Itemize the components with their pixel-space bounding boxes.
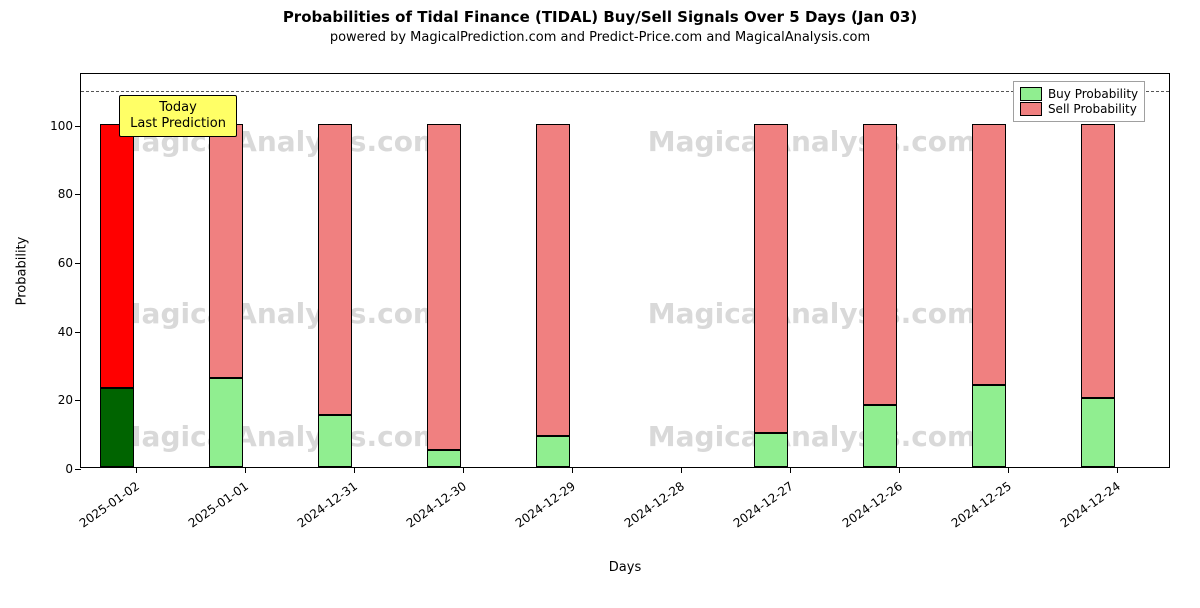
sell-bar [972, 124, 1007, 385]
x-tick-mark [681, 467, 682, 473]
x-tick-label: 2024-12-24 [1057, 479, 1122, 530]
sell-bar [536, 124, 571, 437]
legend-label-sell: Sell Probability [1048, 102, 1137, 116]
y-axis-label: Probability [15, 236, 30, 305]
x-tick-label: 2024-12-28 [621, 479, 686, 530]
bar-group [754, 72, 826, 467]
y-tick-mark [75, 126, 81, 127]
bar-group [972, 72, 1044, 467]
x-axis-label: Days [609, 560, 641, 575]
y-tick-mark [75, 400, 81, 401]
y-tick-mark [75, 469, 81, 470]
x-tick-label: 2024-12-30 [403, 479, 468, 530]
x-tick-label: 2025-01-01 [185, 479, 250, 530]
x-tick-mark [790, 467, 791, 473]
sell-bar [427, 124, 462, 450]
x-tick-mark [245, 467, 246, 473]
sell-bar [863, 124, 898, 406]
buy-bar [536, 436, 571, 467]
x-tick-mark [899, 467, 900, 473]
x-tick-label: 2024-12-31 [294, 479, 359, 530]
bar-group [318, 72, 390, 467]
x-tick-mark [1008, 467, 1009, 473]
y-tick-mark [75, 332, 81, 333]
y-tick-mark [75, 194, 81, 195]
legend: Buy Probability Sell Probability [1013, 81, 1145, 122]
today-callout: Today Last Prediction [119, 95, 237, 138]
sell-bar [100, 124, 135, 388]
x-tick-mark [136, 467, 137, 473]
buy-bar [100, 388, 135, 467]
buy-bar [427, 450, 462, 467]
legend-swatch-sell [1020, 102, 1042, 116]
x-tick-label: 2024-12-26 [839, 479, 904, 530]
buy-bar [972, 385, 1007, 467]
sell-bar [754, 124, 789, 433]
sell-bar [318, 124, 353, 416]
bar-group [536, 72, 608, 467]
buy-bar [863, 405, 898, 467]
y-tick-mark [75, 263, 81, 264]
callout-line-2: Last Prediction [130, 116, 226, 132]
x-tick-label: 2024-12-27 [730, 479, 795, 530]
plot-area: MagicalAnalysis.comMagicalAnalysis.comMa… [80, 73, 1170, 468]
sell-bar [1081, 124, 1116, 399]
legend-label-buy: Buy Probability [1048, 87, 1138, 101]
bar-group [863, 72, 935, 467]
chart-title: Probabilities of Tidal Finance (TIDAL) B… [0, 8, 1200, 26]
buy-bar [1081, 398, 1116, 467]
x-tick-label: 2025-01-02 [76, 479, 141, 530]
x-tick-label: 2024-12-29 [512, 479, 577, 530]
callout-line-1: Today [130, 100, 226, 116]
chart-subtitle: powered by MagicalPrediction.com and Pre… [0, 30, 1200, 45]
buy-bar [318, 415, 353, 467]
bar-group [1081, 72, 1153, 467]
legend-swatch-buy [1020, 87, 1042, 101]
buy-bar [209, 378, 244, 467]
x-tick-mark [463, 467, 464, 473]
x-tick-label: 2024-12-25 [948, 479, 1013, 530]
x-tick-mark [1117, 467, 1118, 473]
x-tick-mark [354, 467, 355, 473]
x-tick-mark [572, 467, 573, 473]
buy-bar [754, 433, 789, 467]
sell-bar [209, 124, 244, 378]
bar-group [645, 72, 717, 467]
bar-group [427, 72, 499, 467]
